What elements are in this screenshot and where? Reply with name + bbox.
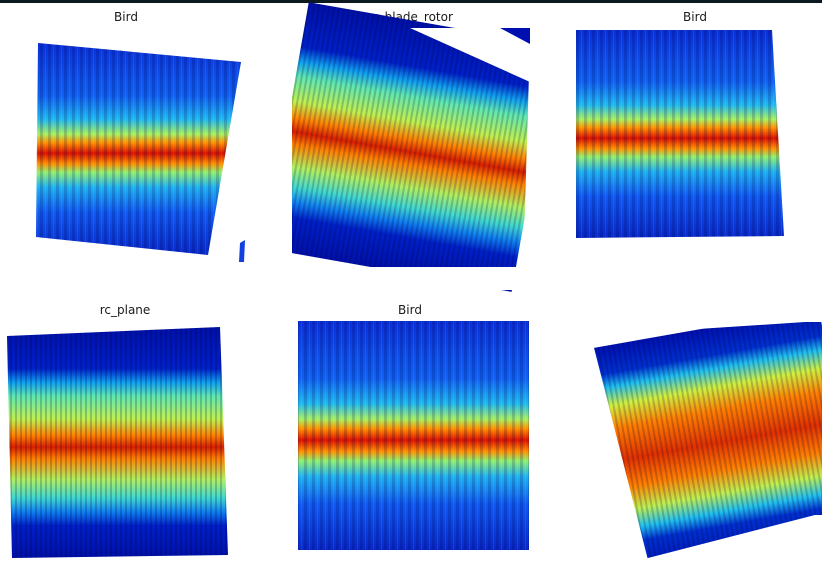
window-top-bar <box>0 0 822 3</box>
spectrogram-panel-3 <box>0 0 822 270</box>
panel-title-4: rc_plane <box>99 303 151 317</box>
spectrogram-panel-2 <box>0 0 822 292</box>
spectrogram-panel-1 <box>0 0 260 270</box>
panel-title-1: Bird <box>114 10 138 24</box>
panel-title-5: Bird <box>398 303 422 317</box>
spectrogram-panel-4 <box>0 0 260 566</box>
spectrogram-panel-5 <box>298 321 529 550</box>
panel-title-3: Bird <box>683 10 707 24</box>
